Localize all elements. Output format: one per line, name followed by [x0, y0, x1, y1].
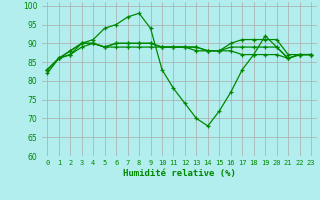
X-axis label: Humidité relative (%): Humidité relative (%) [123, 169, 236, 178]
